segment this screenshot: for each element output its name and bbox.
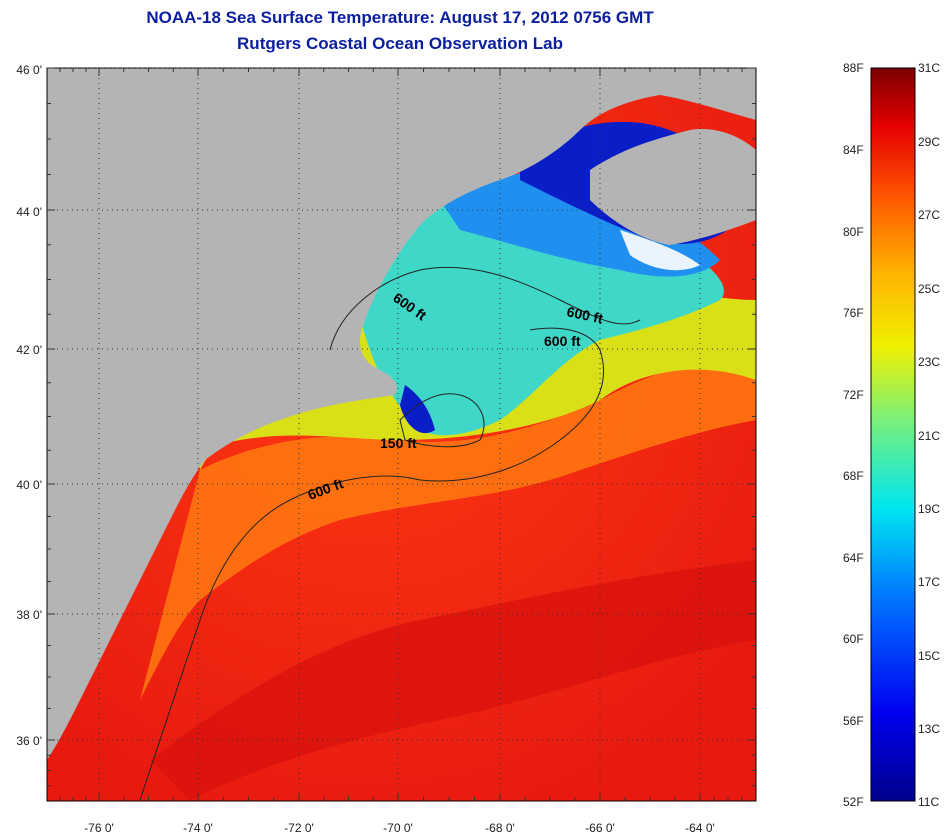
contour-label-4: 150 ft bbox=[380, 435, 417, 451]
contour-600ft-maine bbox=[329, 266, 641, 351]
colorbar-c-label: 27C bbox=[918, 208, 941, 222]
colorbar-c-label: 21C bbox=[918, 429, 941, 443]
lon-label-64: -64 0' bbox=[685, 821, 715, 835]
colorbar-f-label: 84F bbox=[843, 143, 864, 157]
colorbar-f-label: 68F bbox=[843, 469, 864, 483]
lon-label-72: -72 0' bbox=[284, 821, 314, 835]
lat-label-42: 42 0' bbox=[16, 343, 42, 357]
map-frame bbox=[46, 67, 757, 802]
lon-label-68: -68 0' bbox=[485, 821, 515, 835]
chart-subtitle: Rutgers Coastal Ocean Observation Lab bbox=[237, 34, 563, 53]
colorbar-f-label: 56F bbox=[843, 714, 864, 728]
colorbar-f-label: 52F bbox=[843, 795, 864, 809]
colorbar-c-label: 13C bbox=[918, 722, 941, 736]
colorbar-c-label: 25C bbox=[918, 282, 941, 296]
graticule bbox=[47, 67, 756, 801]
shelf-water bbox=[140, 360, 756, 700]
colorbar-f-label: 60F bbox=[843, 632, 864, 646]
lon-label-66: -66 0' bbox=[585, 821, 615, 835]
colorbar-c-label: 31C bbox=[918, 61, 941, 75]
colorbar-c-label: 29C bbox=[918, 135, 941, 149]
contour-150ft bbox=[399, 393, 485, 448]
lat-label-44: 44 0' bbox=[16, 205, 42, 219]
colorbar-f-label: 64F bbox=[843, 551, 864, 565]
cloud-patch bbox=[620, 230, 700, 271]
colorbar-f-label: 80F bbox=[843, 225, 864, 239]
colorbar-c-label: 11C bbox=[918, 795, 940, 809]
chart-title: NOAA-18 Sea Surface Temperature: August … bbox=[146, 8, 654, 27]
contour-label-2: 600 ft bbox=[565, 303, 604, 326]
nantucket-shoals-cold bbox=[400, 385, 435, 434]
colorbar-f-label: 88F bbox=[843, 61, 864, 75]
lon-label-76: -76 0' bbox=[84, 821, 114, 835]
colorbar-c-label: 17C bbox=[918, 575, 941, 589]
lat-label-46: 46 0' bbox=[16, 63, 42, 77]
colorbar-c-label: 15C bbox=[918, 649, 941, 663]
nova-scotia-land bbox=[590, 129, 756, 245]
lon-label-70: -70 0' bbox=[383, 821, 413, 835]
gulf-stream bbox=[150, 560, 756, 800]
contour-label-3: 600 ft bbox=[544, 333, 581, 349]
lon-label-74: -74 0' bbox=[183, 821, 213, 835]
contour-600ft-shelf bbox=[139, 327, 605, 801]
colorbar-c-label: 19C bbox=[918, 502, 941, 516]
colorbar-c-label: 23C bbox=[918, 355, 941, 369]
lat-label-40: 40 0' bbox=[16, 478, 42, 492]
colorbar-f-label: 72F bbox=[843, 388, 864, 402]
lat-label-38: 38 0' bbox=[16, 608, 42, 622]
colorbar bbox=[870, 67, 916, 802]
north-america-land bbox=[47, 68, 756, 760]
axis-ticks bbox=[47, 67, 756, 801]
lat-label-36: 36 0' bbox=[16, 734, 42, 748]
colorbar-f-label: 76F bbox=[843, 306, 864, 320]
